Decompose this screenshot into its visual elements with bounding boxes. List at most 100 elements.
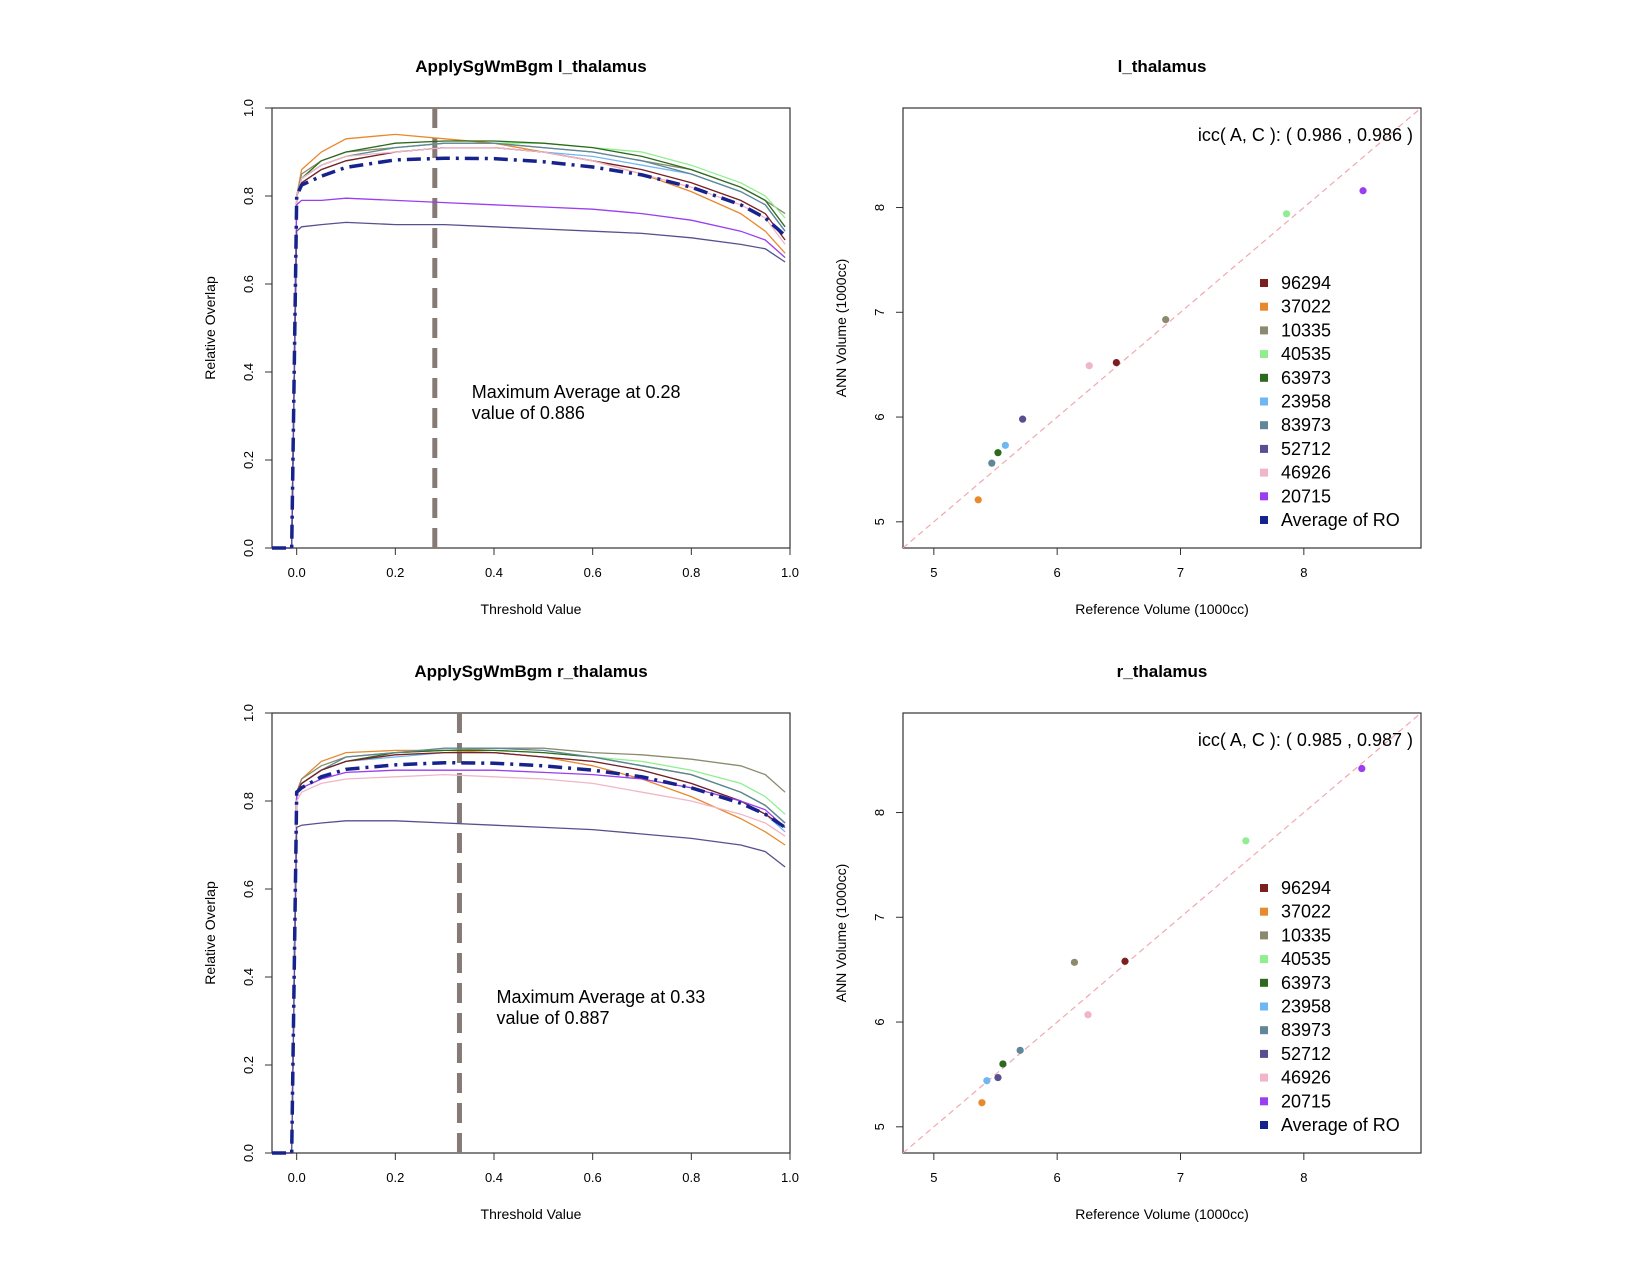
series-line-52712 [272, 221, 786, 549]
legend-swatch [1260, 1097, 1268, 1106]
y-axis-label: ANN Volume (1000cc) [833, 259, 849, 398]
point-46926 [1084, 1011, 1092, 1019]
x-tick-label: 0.6 [584, 565, 602, 580]
y-tick-label: 7 [872, 309, 887, 316]
point-96294 [1112, 358, 1120, 367]
point-10335 [1162, 316, 1170, 324]
legend-swatch [1260, 907, 1268, 916]
y-axis-label: Relative Overlap [202, 881, 218, 985]
point-20715 [1358, 764, 1366, 773]
chart-title: ApplySgWmBgm l_thalamus [415, 57, 646, 76]
x-tick-label: 7 [1177, 1170, 1184, 1185]
legend-label: Average of RO [1281, 510, 1400, 530]
series-line-63973 [272, 749, 786, 1154]
legend-label: 63973 [1281, 368, 1331, 388]
y-tick-label: 5 [872, 518, 887, 525]
x-tick-label: 8 [1300, 1170, 1307, 1185]
y-tick-label: 0.2 [241, 451, 256, 469]
x-tick-label: 8 [1300, 565, 1307, 580]
legend-label: 10335 [1281, 925, 1331, 945]
series-line-37022 [272, 133, 786, 549]
series-line-average [272, 760, 787, 1155]
legend-swatch [1260, 326, 1268, 335]
legend-label: 40535 [1281, 344, 1331, 364]
series-line-average [272, 156, 787, 550]
x-tick-label: 5 [930, 1170, 937, 1185]
legend-swatch [1260, 1073, 1268, 1082]
point-40535 [1242, 837, 1250, 845]
legend-swatch [1260, 978, 1268, 987]
legend-label: 96294 [1281, 273, 1331, 293]
legend-swatch [1260, 1049, 1268, 1058]
legend-swatch [1260, 1121, 1268, 1129]
chart-panel-1: ApplySgWmBgm l_thalamus 0.0 0.2 0.4 0.6 0.8 1.… [202, 57, 799, 617]
chart-title: ApplySgWmBgm r_thalamus [414, 662, 647, 681]
y-tick-label: 0.6 [241, 275, 256, 293]
plot-frame [902, 712, 1422, 1154]
max-value-annotation: value of 0.886 [472, 403, 585, 423]
y-tick-label: 0.4 [241, 968, 256, 986]
legend-swatch [1260, 421, 1268, 430]
legend-label: 52712 [1281, 1044, 1331, 1064]
y-tick-label: 0.8 [241, 187, 256, 205]
point-37022 [974, 496, 982, 504]
x-tick-label: 1.0 [781, 1170, 799, 1185]
series-line-96294 [272, 146, 786, 549]
point-10335 [1070, 958, 1079, 966]
point-52712 [994, 1073, 1002, 1082]
legend-swatch [1260, 279, 1268, 287]
x-tick-label: 1.0 [781, 565, 799, 580]
x-tick-label: 0.8 [682, 1170, 700, 1185]
legend-swatch [1260, 516, 1268, 524]
y-tick-label: 1.0 [241, 704, 256, 722]
x-tick-label: 0.0 [288, 1170, 306, 1185]
series-line-63973 [272, 140, 786, 549]
chart-panel-3: ApplySgWmBgm r_thalamus 0.0 0.2 0.4 0.6 0.8 1.… [202, 662, 799, 1222]
plot-frame [271, 712, 791, 1154]
max-average-annotation: Maximum Average at 0.33 [496, 987, 705, 1007]
legend-swatch [1260, 397, 1268, 406]
legend-label: 63973 [1281, 973, 1331, 993]
legend-label: 23958 [1281, 997, 1331, 1017]
legend-label: 10335 [1281, 320, 1331, 340]
icc-annotation: icc( A, C ): ( 0.985 , 0.987 ) [1198, 730, 1413, 750]
x-tick-label: 0.8 [682, 565, 700, 580]
legend-swatch [1260, 492, 1268, 501]
x-axis-label: Reference Volume (1000cc) [1075, 1206, 1249, 1222]
point-52712 [1019, 415, 1027, 423]
series-line-96294 [272, 751, 786, 1154]
point-23958 [983, 1077, 991, 1085]
legend-label: 20715 [1281, 486, 1331, 506]
x-tick-label: 0.2 [386, 1170, 404, 1185]
y-tick-label: 0.0 [241, 1144, 256, 1162]
series-line-10335 [272, 747, 786, 1154]
x-tick-label: 7 [1177, 565, 1184, 580]
point-63973 [994, 449, 1002, 457]
series-line-52712 [272, 820, 786, 1154]
series-line-10335 [272, 142, 786, 549]
legend-label: 23958 [1281, 392, 1331, 412]
point-46926 [1085, 362, 1093, 370]
legend-swatch [1260, 1026, 1268, 1035]
series-line-40535 [272, 749, 786, 1154]
legend-swatch [1260, 955, 1268, 964]
x-tick-label: 6 [1054, 565, 1061, 580]
legend-swatch [1260, 1002, 1268, 1011]
max-average-annotation: Maximum Average at 0.28 [472, 382, 681, 402]
legend-swatch [1260, 444, 1268, 453]
legend-swatch [1260, 373, 1268, 382]
series-line-46926 [272, 146, 786, 549]
legend-swatch [1260, 468, 1268, 477]
y-tick-label: 8 [872, 809, 887, 816]
series-line-23958 [272, 146, 786, 549]
x-axis-label: Threshold Value [481, 1206, 582, 1222]
legend-swatch [1260, 884, 1268, 892]
y-tick-label: 0.2 [241, 1056, 256, 1074]
series-line-23958 [272, 751, 786, 1154]
plot-frame [902, 107, 1422, 549]
plot-frame [271, 107, 791, 549]
legend-label: 83973 [1281, 415, 1331, 435]
point-23958 [1001, 441, 1009, 449]
series-line-83973 [272, 142, 786, 549]
